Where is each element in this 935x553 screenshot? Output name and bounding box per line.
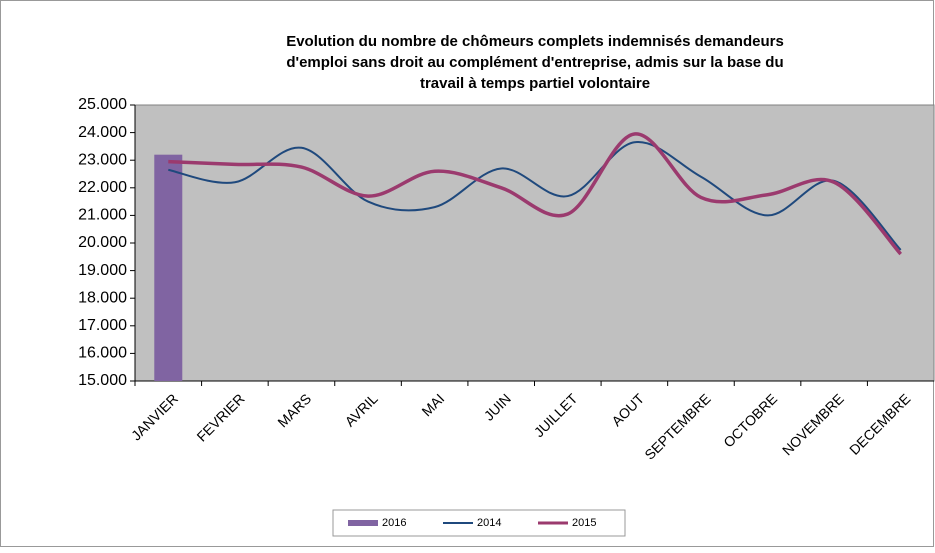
chart-title: d'emploi sans droit au complément d'entr… bbox=[286, 54, 783, 71]
legend-label: 2016 bbox=[382, 517, 406, 529]
legend-swatch bbox=[348, 520, 378, 526]
legend-label: 2014 bbox=[477, 517, 501, 529]
y-tick-label: 24.000 bbox=[78, 124, 127, 141]
y-tick-label: 18.000 bbox=[78, 289, 127, 306]
y-tick-label: 15.000 bbox=[78, 372, 127, 389]
chart-title: travail à temps partiel volontaire bbox=[420, 75, 650, 92]
bar bbox=[154, 154, 183, 381]
legend-label: 2015 bbox=[572, 517, 596, 529]
line bbox=[168, 141, 902, 251]
legend-box bbox=[332, 509, 626, 537]
y-tick-label: 19.000 bbox=[78, 262, 127, 279]
y-tick-label: 20.000 bbox=[78, 234, 127, 251]
y-tick-label: 23.000 bbox=[78, 151, 127, 168]
y-tick-label: 25.000 bbox=[78, 96, 127, 113]
y-tick-label: 17.000 bbox=[78, 317, 127, 334]
y-tick-label: 16.000 bbox=[78, 345, 127, 362]
chart-title: Evolution du nombre de chômeurs complets… bbox=[286, 33, 784, 50]
y-tick-label: 22.000 bbox=[78, 179, 127, 196]
y-tick-label: 21.000 bbox=[78, 207, 127, 224]
plot-area bbox=[134, 104, 935, 382]
line bbox=[168, 132, 903, 256]
